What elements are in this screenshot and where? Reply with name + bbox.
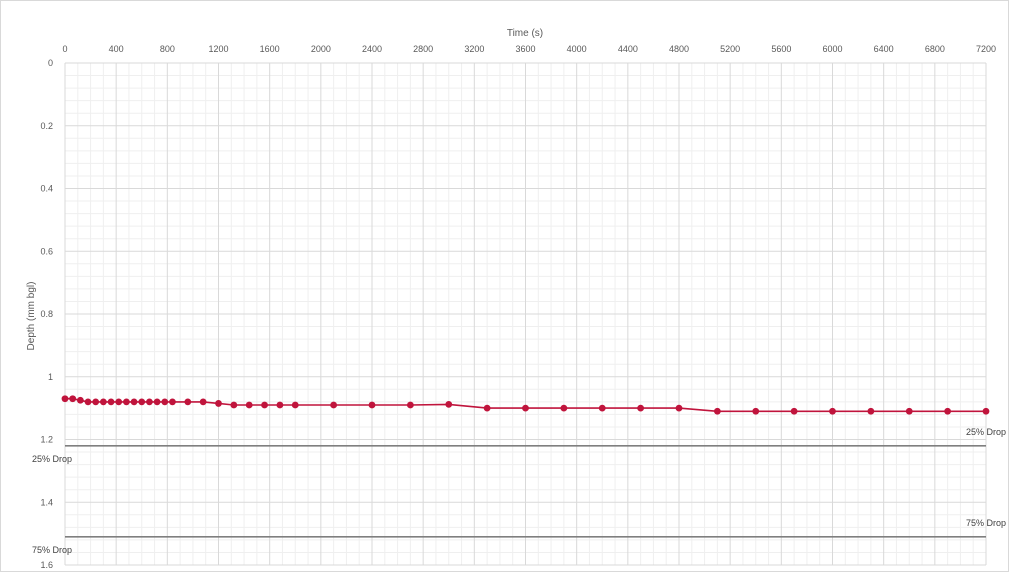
reference-label-left: 25% Drop: [32, 454, 72, 464]
data-point: [76, 396, 84, 404]
data-point: [982, 407, 990, 415]
y-tick-label: 1.2: [40, 435, 53, 445]
data-point: [752, 407, 760, 415]
x-tick-label: 7200: [976, 44, 996, 54]
data-point: [368, 401, 376, 409]
data-point: [637, 404, 645, 412]
data-point: [445, 400, 453, 408]
data-point: [330, 401, 338, 409]
data-point: [215, 400, 222, 407]
x-tick-label: 5600: [771, 44, 791, 54]
y-tick-label: 0.8: [40, 309, 53, 319]
data-point: [92, 398, 100, 406]
data-point: [123, 398, 130, 406]
y-tick-label: 1: [48, 372, 53, 382]
x-tick-label: 400: [109, 44, 124, 54]
x-tick-label: 6000: [822, 44, 842, 54]
data-point: [130, 398, 138, 406]
y-tick-labels: 0 0.2 0.4 0.6 0.8 1 1.2 1.4 1.6: [40, 58, 53, 570]
x-tick-label: 3200: [464, 44, 484, 54]
data-point: [169, 398, 176, 406]
data-point: [483, 404, 491, 412]
x-tick-label: 1600: [260, 44, 280, 54]
x-tick-label: 1200: [208, 44, 228, 54]
data-point: [230, 401, 238, 409]
reference-label-right: 25% Drop: [966, 427, 1006, 437]
data-point: [245, 401, 253, 409]
x-tick-labels: 0 400 800 1200 1600 2000 2400 2800 3200 3600 4000 4…: [62, 44, 996, 54]
series-layer: [61, 395, 990, 415]
data-point: [115, 398, 123, 406]
data-point: [713, 407, 721, 415]
x-tick-label: 2800: [413, 44, 433, 54]
y-tick-label: 0.4: [40, 184, 53, 194]
data-point: [184, 398, 192, 406]
x-tick-label: 5200: [720, 44, 740, 54]
data-point: [84, 398, 92, 406]
major-gridlines: [64, 62, 987, 566]
data-point: [146, 398, 153, 406]
x-tick-label: 4800: [669, 44, 689, 54]
x-tick-label: 4400: [618, 44, 638, 54]
data-point: [276, 401, 284, 409]
data-point: [598, 404, 606, 412]
y-tick-label: 0.6: [40, 246, 53, 256]
data-point: [790, 407, 798, 415]
y-tick-label: 1.6: [40, 560, 53, 570]
data-point: [675, 404, 683, 412]
data-point: [99, 398, 107, 406]
x-axis-title: Time (s): [507, 28, 543, 39]
data-point: [291, 401, 299, 409]
data-point: [61, 395, 69, 403]
data-point: [560, 404, 568, 412]
data-point: [829, 407, 836, 415]
data-point: [905, 407, 913, 415]
reference-lines: 25% Drop 25% Drop 75% Drop 75% Drop: [32, 427, 1006, 555]
data-point: [161, 398, 169, 406]
y-tick-label: 1.4: [40, 497, 53, 507]
data-point: [867, 407, 875, 415]
data-point: [153, 398, 161, 406]
x-tick-label: 2000: [311, 44, 331, 54]
x-tick-label: 0: [62, 44, 67, 54]
data-point: [261, 401, 268, 409]
data-point: [69, 395, 77, 403]
reference-label-right: 75% Drop: [966, 518, 1006, 528]
data-point: [944, 407, 952, 415]
reference-label-left: 75% Drop: [32, 545, 72, 555]
data-point: [138, 398, 146, 406]
y-tick-label: 0.2: [40, 121, 53, 131]
data-point: [522, 404, 529, 412]
x-tick-label: 3600: [515, 44, 535, 54]
y-tick-label: 0: [48, 58, 53, 68]
x-tick-label: 6400: [874, 44, 894, 54]
y-axis-title: Depth (mm bgl): [26, 282, 37, 351]
data-point: [406, 401, 414, 409]
x-tick-label: 800: [160, 44, 175, 54]
x-tick-label: 6800: [925, 44, 945, 54]
x-tick-label: 2400: [362, 44, 382, 54]
data-point: [107, 398, 115, 406]
data-point: [199, 398, 207, 406]
x-tick-label: 4000: [567, 44, 587, 54]
